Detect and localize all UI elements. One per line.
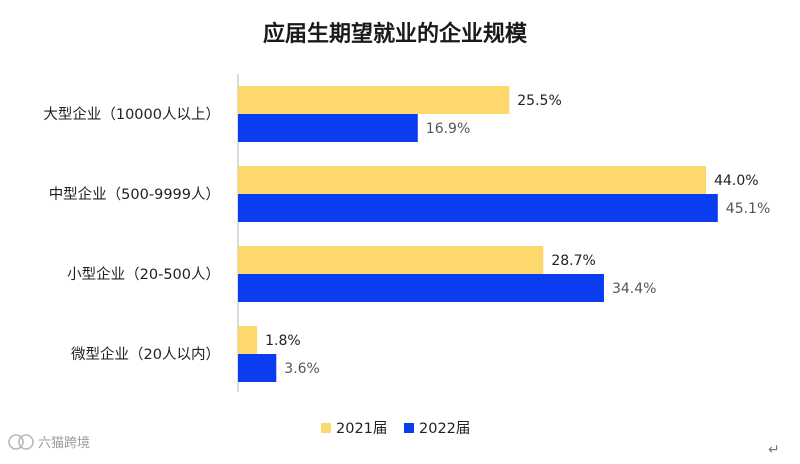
legend-label: 2022届 — [419, 421, 470, 437]
category-label: 大型企业（10000人以上） — [43, 105, 220, 123]
data-label: 25.5% — [517, 93, 561, 109]
bar-2021届-0 — [238, 86, 510, 114]
bar-2021届-2 — [238, 246, 544, 274]
watermark-text: 六猫跨境 — [38, 436, 90, 451]
legend-swatch — [404, 423, 414, 433]
watermark: 六猫跨境 — [8, 434, 90, 451]
data-label: 45.1% — [726, 201, 770, 217]
cat-logo-icon — [8, 434, 34, 450]
bar-2021届-1 — [238, 166, 707, 194]
bar-2021届-3 — [238, 326, 258, 354]
data-label: 1.8% — [265, 333, 301, 349]
data-label: 16.9% — [426, 121, 470, 137]
bar-2022届-3 — [238, 354, 277, 382]
category-label: 微型企业（20人以内） — [71, 345, 220, 363]
data-label: 3.6% — [284, 361, 320, 377]
return-mark-icon: ↵ — [768, 442, 780, 458]
legend: 2021届 2022届 — [321, 421, 470, 437]
data-label: 34.4% — [612, 281, 656, 297]
legend-swatch — [321, 423, 331, 433]
category-labels: 大型企业（10000人以上） 中型企业（500-9999人） 小型企业（20-500… — [43, 105, 220, 363]
data-label: 44.0% — [714, 173, 758, 189]
category-label: 中型企业（500-9999人） — [49, 185, 220, 203]
bar-2022届-2 — [238, 274, 604, 302]
chart-title: 应届生期望就业的企业规模 — [263, 21, 528, 47]
legend-label: 2021届 — [336, 421, 387, 437]
data-label: 28.7% — [551, 253, 595, 269]
data-labels: 25.5% 16.9% 44.0% 45.1% 28.7% 34.4% 1.8% 3.6% — [265, 93, 770, 377]
bars — [238, 86, 718, 382]
category-label: 小型企业（20-500人） — [67, 265, 220, 283]
bar-2022届-1 — [238, 194, 718, 222]
bar-2022届-0 — [238, 114, 418, 142]
